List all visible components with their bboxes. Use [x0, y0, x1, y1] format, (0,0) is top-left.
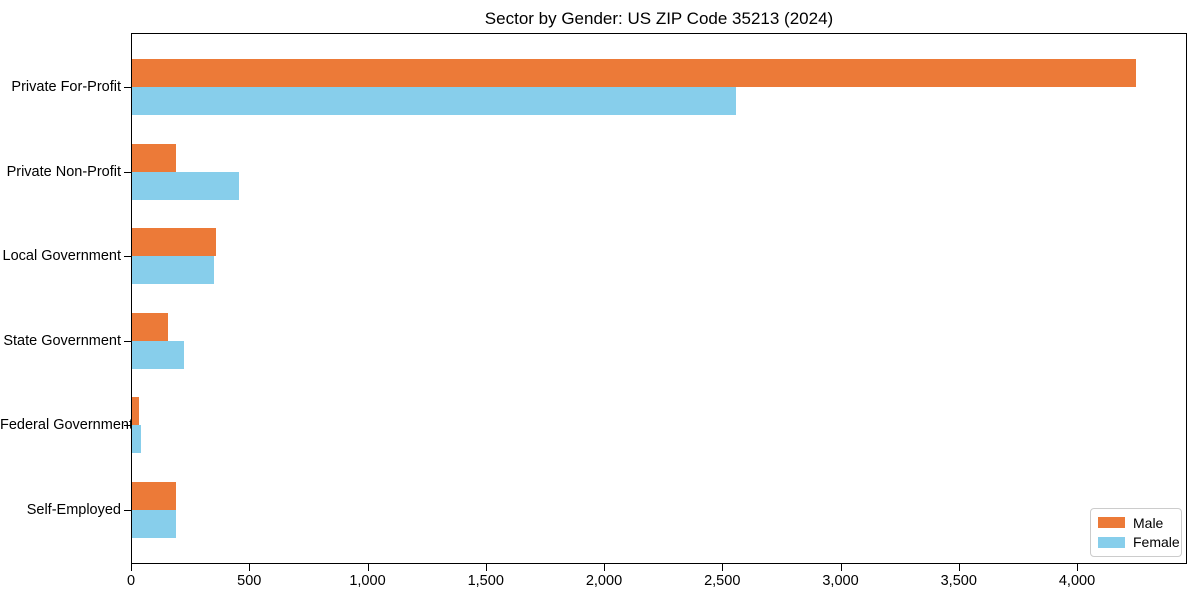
x-axis-label-0: 0 [126, 573, 136, 589]
chart-title: Sector by Gender: US ZIP Code 35213 (202… [484, 9, 834, 28]
bar-male-state-government [131, 312, 168, 341]
legend-swatch-female-icon [1098, 536, 1125, 548]
x-axis-label-3000: 3,000 [822, 573, 859, 589]
x-tick-3500 [958, 564, 960, 571]
x-tick-3000 [840, 564, 842, 571]
bar-female-state-government [131, 340, 184, 369]
legend-label-female: Female [1133, 534, 1180, 551]
x-tick-1500 [485, 564, 487, 571]
y-tick-federal-government [124, 425, 131, 426]
x-axis-label-500: 500 [237, 573, 262, 589]
bar-male-federal-government [131, 397, 140, 425]
bar-female-private-for-profit [131, 87, 737, 115]
x-axis-label-3500: 3,500 [940, 573, 977, 589]
y-axis-label-self-employed: Self-Employed [26, 501, 121, 518]
x-axis-label-2500: 2,500 [704, 573, 741, 589]
legend: Male Female [1090, 508, 1182, 557]
y-axis-label-local-government: Local Government [2, 248, 121, 264]
bar-female-self-employed [131, 509, 177, 538]
bar-male-self-employed [131, 481, 176, 510]
y-tick-private-non-profit [124, 171, 131, 173]
bar-female-local-government [131, 256, 215, 284]
legend-swatch-male-icon [1098, 517, 1125, 529]
x-tick-2000 [604, 564, 605, 571]
x-axis-label-2000: 2,000 [585, 573, 623, 589]
legend-item-female: Female [1098, 534, 1180, 550]
x-tick-500 [249, 564, 251, 571]
bar-male-local-government [131, 228, 216, 256]
x-tick-0 [131, 564, 132, 571]
y-axis-label-state-government: State Government [3, 332, 121, 349]
y-tick-local-government [124, 256, 131, 257]
x-axis-label-1500: 1,500 [467, 573, 504, 589]
y-axis-label-private-for-profit: Private For-Profit [11, 79, 121, 95]
bar-female-federal-government [131, 425, 141, 453]
x-tick-2500 [722, 564, 724, 571]
bar-female-private-non-profit [131, 171, 239, 200]
x-tick-4000 [1077, 564, 1079, 571]
y-tick-private-for-profit [124, 87, 131, 88]
y-axis-label-private-non-profit: Private Non-Profit [6, 163, 121, 180]
x-axis-label-4000: 4,000 [1058, 573, 1096, 589]
legend-item-male: Male [1098, 515, 1174, 531]
bar-male-private-non-profit [131, 143, 176, 172]
x-tick-1000 [367, 564, 369, 571]
y-tick-self-employed [124, 509, 131, 511]
y-axis-label-federal-government: Federal Government [0, 417, 133, 433]
y-tick-state-government [124, 340, 131, 342]
bar-male-private-for-profit [131, 59, 1137, 87]
x-axis-label-1000: 1,000 [349, 573, 386, 589]
legend-label-male: Male [1133, 514, 1164, 531]
